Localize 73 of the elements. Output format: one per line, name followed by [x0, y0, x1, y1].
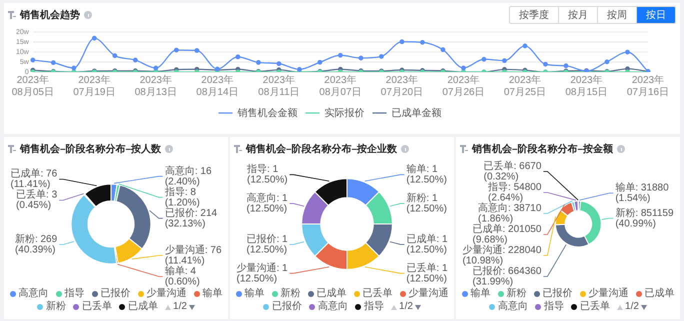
legend-label: 新粉: [506, 288, 526, 300]
data-label: 已丢单: 3 (0.45%): [16, 188, 58, 212]
chart-title: 销售机会–阶段名称分布–按人数: [20, 142, 162, 156]
data-label: 新粉: 269 (40.39%): [14, 233, 58, 256]
data-label: 指导: 1 (12.50%): [246, 163, 288, 186]
text: 1/2: [399, 301, 413, 313]
data-label: 输单: 31880 (1.54%): [615, 182, 670, 204]
legend-label: 已报价: [100, 288, 130, 300]
data-label: 已报价: 1 (12.50%): [246, 232, 288, 256]
legend-label: 高意向: [18, 288, 48, 300]
data-label: 指导: 8 (1.20%): [164, 186, 200, 208]
text: 按季度: [509, 6, 559, 24]
legend-label: 高意向: [318, 301, 348, 313]
data-label: 指导: 54800 (2.64%): [487, 181, 542, 204]
data-label: 已丢单: 1 (12.50%): [406, 262, 448, 284]
x-tick-label: 2023年08月05日: [12, 74, 54, 98]
x-tick-label: 2023年08月07日: [319, 74, 362, 98]
legend-label: 输单: [244, 288, 264, 300]
x-tick-label: 2023年07月19日: [73, 74, 116, 98]
x-tick-label: 2023年07月20日: [380, 74, 424, 98]
x-tick-label: 2023年08月11日: [258, 74, 300, 98]
legend-label: 已报价: [272, 301, 302, 313]
chart-title: 销售机会–阶段名称分布–按企业数: [246, 142, 398, 156]
legend-label: 输单: [470, 288, 490, 300]
data-label: 新粉: 851159 (40.99%): [615, 206, 674, 230]
data-label: 高意向: 38710 (1.86%): [478, 202, 542, 224]
legend-label: 已成单: [128, 301, 158, 313]
legend-label: 少量沟通: [146, 288, 186, 300]
legend-label: 少量沟通: [588, 288, 628, 300]
legend-label: 指导: [64, 288, 84, 300]
legend-label: 输单: [202, 288, 222, 300]
legend-label: 已丢单: [82, 301, 112, 313]
x-tick-label: 2023年08月14日: [196, 74, 239, 98]
legend-label: 已成单: [644, 288, 674, 300]
data-label: 已成单: 76 (11.41%): [10, 168, 58, 190]
data-label: 已成单: 1 (12.50%): [406, 232, 448, 256]
legend-label: 已报价: [542, 288, 572, 300]
data-label: 已成单: 201050 (9.68%): [472, 223, 542, 246]
legend-label: 高意向: [498, 301, 528, 313]
legend-label: 已丢单: [362, 288, 392, 300]
legend-label: 已成单: [316, 288, 346, 300]
legend-label: 指导: [544, 301, 564, 313]
data-label: 少量沟通: 228040 (10.98%): [462, 244, 542, 266]
legend-label: 少量沟通: [408, 288, 448, 300]
data-label: 已报价: 214 (32.13%): [164, 206, 218, 230]
data-label: 已报价: 664360 (31.99%): [472, 265, 542, 288]
data-label: 少量沟通: 76 (11.41%): [164, 244, 222, 266]
data-label: 已丢单: 6670 (0.32%): [484, 160, 542, 182]
legend-label: 销售机会金额: [236, 106, 298, 119]
data-label: 新粉: 1 (12.50%): [406, 192, 447, 215]
data-label: 少量沟通: 1 (12.50%): [236, 262, 288, 284]
data-label: 输单: 1 (12.50%): [406, 163, 447, 186]
data-label: 高意向: 1 (12.50%): [246, 192, 288, 215]
legend-label: 已成单金额: [392, 106, 442, 119]
text: 按日: [636, 6, 676, 24]
chart-title: 销售机会趋势: [20, 8, 80, 22]
legend-label: 新粉: [280, 288, 300, 300]
text: 1/2: [625, 301, 639, 313]
text: 按周: [597, 6, 637, 24]
data-label: 高意向: 16 (2.40%): [164, 164, 212, 188]
legend-label: 已丢单: [580, 301, 610, 313]
data-label: 输单: 4 (0.60%): [164, 265, 200, 288]
x-tick-label: 2023年08月15日: [565, 74, 608, 98]
legend-label: 实际报价: [324, 106, 364, 119]
legend-label: 新粉: [46, 301, 66, 313]
x-tick-label: 2023年07月25日: [504, 74, 546, 98]
x-tick-label: 2023年08月13日: [134, 74, 177, 98]
legend-label: 指导: [364, 301, 384, 313]
text: 按月: [558, 6, 598, 24]
x-tick-label: 2023年07月26日: [442, 74, 485, 98]
x-tick-label: 2023年07月16日: [626, 74, 670, 98]
chart-title: 销售机会–阶段名称分布–按金额: [472, 142, 614, 156]
text: 1/2: [173, 301, 187, 313]
